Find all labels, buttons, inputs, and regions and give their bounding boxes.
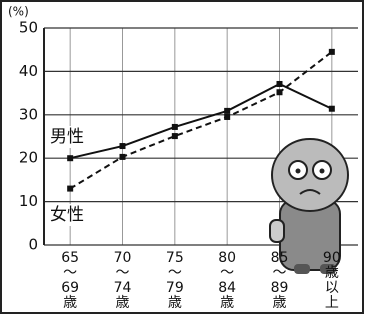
point	[67, 155, 73, 161]
x-tick-label: 65 〜 69 歳	[55, 251, 85, 311]
x-tick-label: 70 〜 74 歳	[108, 251, 138, 311]
x-tick-label: 80 〜 84 歳	[212, 251, 242, 311]
y-axis-label: (%)	[8, 5, 29, 19]
point	[120, 143, 126, 149]
point	[67, 186, 73, 192]
point	[172, 133, 178, 139]
point	[329, 106, 335, 112]
y-tick-label: 0	[28, 236, 38, 254]
point	[277, 81, 283, 87]
point	[224, 108, 230, 114]
y-tick-label: 40	[19, 62, 38, 80]
point	[329, 49, 335, 55]
point	[172, 124, 178, 130]
point	[224, 114, 230, 120]
y-tick-label: 50	[19, 19, 38, 37]
y-tick-label: 30	[19, 105, 38, 123]
x-tick-label: 90 歳 以 上	[317, 251, 347, 311]
x-tick-label: 85 〜 89 歳	[265, 251, 295, 311]
y-tick-label: 10	[19, 192, 38, 210]
legend-label: 男性	[50, 127, 84, 147]
page: {"chart_data":{"type":"line","y_label":"…	[0, 0, 366, 315]
y-tick-label: 20	[19, 149, 38, 167]
x-tick-label: 75 〜 79 歳	[160, 251, 190, 311]
legend-label: 女性	[50, 205, 84, 225]
point	[120, 154, 126, 160]
point	[277, 89, 283, 95]
